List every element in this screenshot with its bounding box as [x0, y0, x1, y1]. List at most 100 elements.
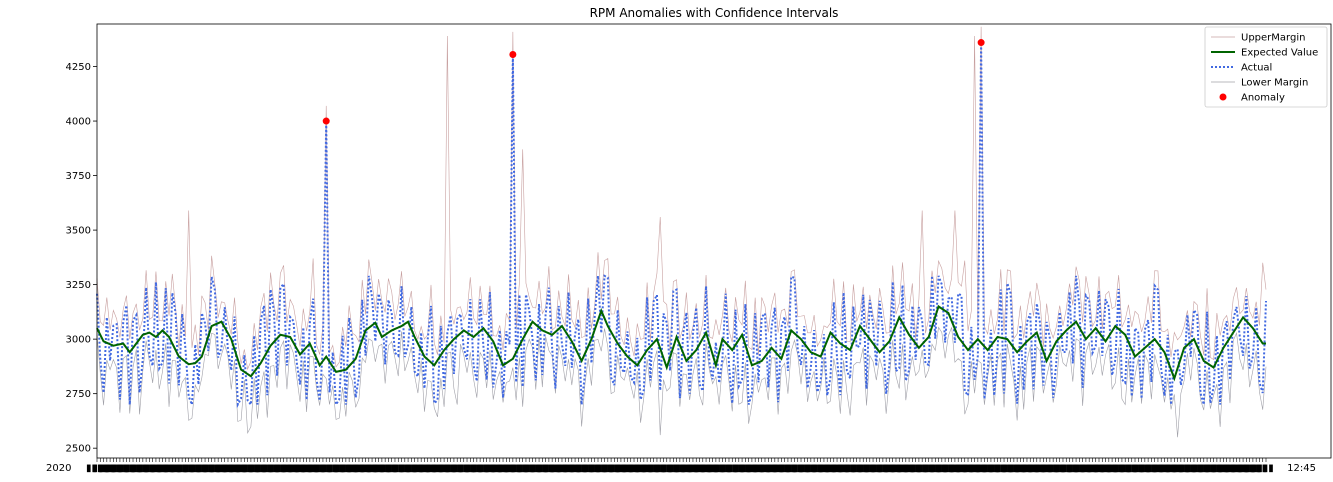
x-tick-label: ▮▮▮▮	[86, 463, 108, 474]
x-tick-label: ▮▮▮▮	[1180, 463, 1202, 474]
x-tick-label: ▮▮▮▮	[787, 463, 809, 474]
y-tick-label: 3250	[66, 280, 91, 291]
x-tick-label: ▮▮▮▮	[977, 463, 999, 474]
x-tick-label: ▮▮▮▮	[184, 463, 206, 474]
x-tick-label: ▮▮▮▮	[852, 463, 874, 474]
x-tick-label: ▮▮▮▮	[151, 463, 173, 474]
x-tick-label: ▮▮▮▮	[826, 463, 848, 474]
x-tick-label: ▮▮▮▮	[702, 463, 724, 474]
x-tick-label: ▮▮▮▮	[217, 463, 239, 474]
x-tick-label: ▮▮▮▮	[689, 463, 711, 474]
x-tick-label: ▮▮▮▮	[1193, 463, 1215, 474]
x-tick-label: ▮▮▮▮	[1049, 463, 1071, 474]
x-tick-label: ▮▮▮▮	[1140, 463, 1162, 474]
x-tick-label: ▮▮▮▮	[250, 463, 272, 474]
anomaly-point	[977, 39, 985, 47]
x-tick-label: ▮▮▮▮	[1088, 463, 1110, 474]
x-tick-label: ▮▮▮▮	[1186, 463, 1208, 474]
legend-label-anomaly: Anomaly	[1241, 93, 1285, 104]
x-tick-label: ▮▮▮▮	[695, 463, 717, 474]
x-tick-label: ▮▮▮▮	[793, 463, 815, 474]
x-tick-label: ▮▮▮▮	[590, 463, 612, 474]
x-tick-label: ▮▮▮▮	[191, 463, 213, 474]
x-tick-label: ▮▮▮▮	[289, 463, 311, 474]
x-tick-label: ▮▮▮▮	[1081, 463, 1103, 474]
x-tick-label: ▮▮▮▮	[263, 463, 285, 474]
x-tick-label: ▮▮▮▮	[269, 463, 291, 474]
x-tick-label: ▮▮▮▮	[368, 463, 390, 474]
legend-box	[1204, 26, 1328, 108]
x-tick-label: ▮▮▮▮	[1219, 463, 1241, 474]
x-tick-label: ▮▮▮▮	[1199, 463, 1221, 474]
x-tick-label: ▮▮▮▮	[158, 463, 180, 474]
x-tick-label: ▮▮▮▮	[1206, 463, 1228, 474]
x-tick-label: ▮▮▮▮	[381, 463, 403, 474]
expected-layer	[96, 304, 1266, 382]
x-tick-label: ▮▮▮▮	[996, 463, 1018, 474]
x-tick-label: ▮▮▮▮	[905, 463, 927, 474]
x-tick-label: ▮▮▮▮	[322, 463, 344, 474]
x-tick-label: ▮▮▮▮	[669, 463, 691, 474]
x-tick-label: ▮▮▮▮	[1068, 463, 1090, 474]
x-tick-label: ▮▮▮▮	[747, 463, 769, 474]
x-tick-label: ▮▮▮▮	[479, 463, 501, 474]
x-tick-label: ▮▮▮▮	[636, 463, 658, 474]
x-tick-label: ▮▮▮▮	[132, 463, 154, 474]
x-tick-label: ▮▮▮▮	[865, 463, 887, 474]
x-tick-label: ▮▮▮▮	[734, 463, 756, 474]
anomaly-point	[322, 117, 330, 125]
x-tick-label: ▮▮▮▮	[1009, 463, 1031, 474]
expected-value-line	[96, 304, 1266, 382]
x-tick-label: ▮▮▮▮	[1016, 463, 1038, 474]
x-tick-label: ▮▮▮▮	[774, 463, 796, 474]
legend-label-lower: Lower Margin	[1241, 78, 1308, 89]
x-tick-label: ▮▮▮▮	[335, 463, 357, 474]
x-tick-label: ▮▮▮▮	[125, 463, 147, 474]
x-tick-label: ▮▮▮▮	[355, 463, 377, 474]
x-tick-label: ▮▮▮▮	[302, 463, 324, 474]
x-tick-label: ▮▮▮▮	[99, 463, 121, 474]
x-tick-label: ▮▮▮▮	[1153, 463, 1175, 474]
x-tick-label: ▮▮▮▮	[1042, 463, 1064, 474]
x-tick-label: ▮▮▮▮	[911, 463, 933, 474]
actual-line	[96, 42, 1267, 409]
y-tick-label: 4250	[66, 62, 91, 73]
x-tick-label: ▮▮▮▮	[210, 463, 232, 474]
y-tick-label: 4000	[66, 117, 91, 128]
x-tick-label: ▮▮▮▮	[819, 463, 841, 474]
x-tick-label: ▮▮▮▮	[525, 463, 547, 474]
x-tick-label: ▮▮▮▮	[427, 463, 449, 474]
x-tick-label: ▮▮▮▮	[571, 463, 593, 474]
lower-margin-line	[96, 326, 1267, 438]
x-tick-label: ▮▮▮▮	[341, 463, 363, 474]
x-tick-label: ▮▮▮▮	[1029, 463, 1051, 474]
x-tick-label: ▮▮▮▮	[918, 463, 940, 474]
x-tick-label: ▮▮▮▮	[957, 463, 979, 474]
plot-frame	[96, 23, 1332, 459]
x-tick-label: ▮▮▮▮	[1101, 463, 1123, 474]
x-tick-label: ▮▮▮▮	[708, 463, 730, 474]
x-tick-label: ▮▮▮▮	[728, 463, 750, 474]
x-tick-label: ▮▮▮▮	[256, 463, 278, 474]
x-tick-label: ▮▮▮▮	[1055, 463, 1077, 474]
x-tick-label: ▮▮▮▮	[990, 463, 1012, 474]
x-tick-label: ▮▮▮▮	[937, 463, 959, 474]
x-tick-label: ▮▮▮▮	[950, 463, 972, 474]
x-tick-label: ▮▮▮▮	[1095, 463, 1117, 474]
x-tick-label: ▮▮▮▮	[1134, 463, 1156, 474]
x-tick-label: ▮▮▮▮	[433, 463, 455, 474]
x-tick-label: ▮▮▮▮	[833, 463, 855, 474]
x-tick-label: ▮▮▮▮	[446, 463, 468, 474]
x-tick-label: ▮▮▮▮	[485, 463, 507, 474]
x-tick-label: ▮▮▮▮	[662, 463, 684, 474]
upper-margin-line	[96, 26, 1267, 371]
x-tick-label: ▮▮▮▮	[675, 463, 697, 474]
x-tick-label: ▮▮▮▮	[623, 463, 645, 474]
y-tick-label: 2750	[66, 389, 91, 400]
x-tick-label: ▮▮▮▮	[518, 463, 540, 474]
x-tick-label: ▮▮▮▮	[1239, 463, 1261, 474]
x-tick-label: ▮▮▮▮	[531, 463, 553, 474]
x-tick-label: ▮▮▮▮	[878, 463, 900, 474]
x-tick-label: ▮▮▮▮	[374, 463, 396, 474]
